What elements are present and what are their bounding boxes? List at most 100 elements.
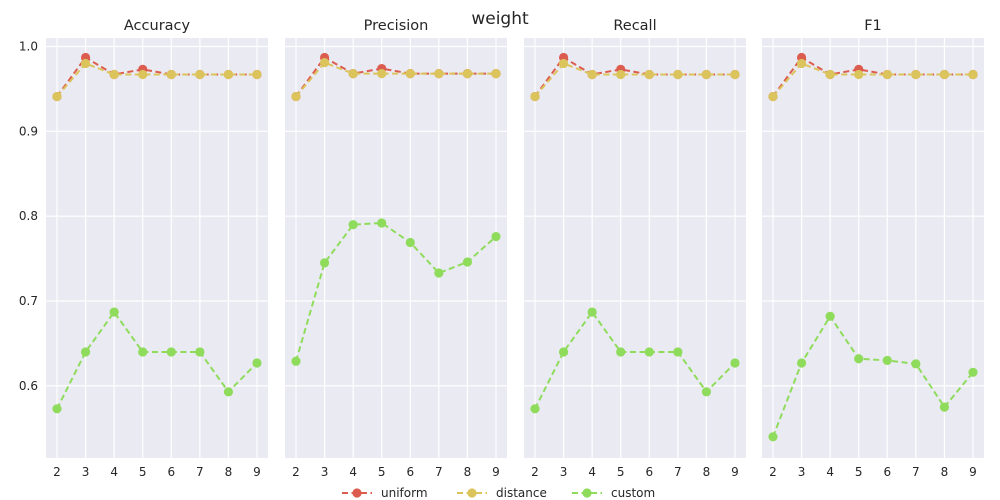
legend-label: custom [611, 486, 655, 500]
x-tick-label: 7 [435, 465, 443, 479]
x-tick-label: 4 [826, 465, 834, 479]
panel-title: Recall [613, 18, 656, 34]
x-tick-label: 3 [82, 465, 90, 479]
x-tick-label: 6 [645, 465, 653, 479]
data-point-custom [730, 358, 740, 368]
plot-background [762, 38, 984, 458]
x-tick-label: 2 [292, 465, 300, 479]
x-tick-label: 8 [464, 465, 472, 479]
data-point-distance [252, 69, 262, 80]
data-point-custom [434, 268, 444, 278]
data-point-distance [195, 69, 205, 80]
legend-item-custom: custom [572, 486, 655, 500]
data-point-distance [491, 69, 501, 79]
x-tick-label: 5 [855, 465, 863, 479]
series-line-custom [772, 314, 974, 438]
data-point-distance [166, 69, 176, 80]
x-tick-label: 8 [703, 465, 711, 479]
x-tick-label: 9 [969, 465, 977, 479]
data-point-distance [223, 69, 234, 80]
figure-suptitle: weight [471, 9, 529, 29]
x-tick-label: 4 [588, 465, 596, 479]
data-point-custom [109, 307, 119, 317]
data-point-distance [968, 69, 978, 80]
data-point-custom [138, 347, 148, 357]
data-point-custom [252, 358, 262, 368]
series-line-custom [56, 310, 258, 410]
data-point-custom [491, 231, 501, 242]
data-point-distance [825, 69, 835, 80]
data-point-distance [319, 58, 330, 68]
x-tick-label: 2 [531, 465, 539, 479]
data-point-distance [109, 69, 119, 80]
data-point-custom [616, 347, 626, 357]
x-tick-label: 7 [912, 465, 920, 479]
data-point-custom [166, 347, 176, 357]
y-tick-label: 0.6 [19, 379, 38, 393]
x-tick-label: 5 [378, 465, 386, 479]
x-tick-label: 5 [139, 465, 147, 479]
data-point-custom [854, 354, 864, 364]
legend-swatch-marker [467, 488, 477, 498]
data-point-distance [673, 69, 683, 80]
data-point-custom [825, 311, 835, 321]
plot-background [524, 38, 746, 458]
data-point-custom [796, 358, 807, 368]
series-line-distance [772, 62, 973, 98]
x-tick-label: 4 [349, 465, 357, 479]
plot-background [46, 38, 268, 458]
data-point-custom [530, 404, 540, 414]
data-point-custom [377, 218, 387, 228]
x-tick-label: 3 [560, 465, 568, 479]
data-point-distance [854, 69, 864, 80]
data-point-distance [730, 69, 740, 80]
data-point-distance [530, 91, 540, 102]
legend-item-uniform: uniform [342, 486, 428, 500]
data-point-custom [462, 257, 473, 267]
data-point-distance [644, 69, 654, 80]
legend-item-distance: distance [457, 486, 547, 500]
x-tick-label: 6 [167, 465, 175, 479]
data-point-custom [768, 432, 778, 442]
x-tick-label: 7 [674, 465, 682, 479]
panel-recall: Recall 2 3 4 5 6 7 8 9 [524, 18, 746, 479]
x-tick-label: 2 [53, 465, 61, 479]
panel-precision: Precision 2 3 4 5 6 7 8 9 [285, 18, 507, 479]
x-tick-label: 9 [731, 465, 739, 479]
data-point-distance [52, 91, 62, 102]
data-point-custom [558, 347, 569, 357]
y-tick-label: 0.8 [19, 209, 38, 223]
series-line-custom [534, 310, 736, 410]
x-tick-label: 5 [617, 465, 625, 479]
data-point-custom [939, 402, 950, 412]
x-tick-label: 3 [321, 465, 329, 479]
data-point-distance [348, 69, 358, 79]
legend-swatch-marker [582, 488, 592, 498]
data-point-custom [701, 387, 712, 397]
data-point-distance [138, 69, 148, 80]
y-tick-label: 0.7 [19, 294, 38, 308]
data-point-distance [616, 69, 626, 80]
data-point-custom [319, 258, 330, 268]
data-point-distance [796, 58, 807, 69]
x-tick-label: 4 [110, 465, 118, 479]
x-tick-label: 6 [406, 465, 414, 479]
x-tick-label: 9 [253, 465, 261, 479]
data-point-custom [195, 347, 205, 357]
data-point-custom [291, 356, 301, 366]
data-point-custom [52, 404, 62, 414]
y-tick-label: 0.9 [19, 124, 38, 138]
data-point-custom [644, 347, 654, 357]
series-line-distance [56, 62, 257, 98]
data-point-custom [968, 367, 978, 377]
chart-panels: Accuracy 2 3 4 5 6 7 8 9 0.6 0.7 0.8 0.9 1.0 Precision… [19, 18, 984, 479]
data-point-custom [911, 359, 921, 369]
data-point-distance [80, 58, 91, 69]
x-tick-label: 6 [883, 465, 891, 479]
panel-title: F1 [864, 18, 882, 34]
panel-title: Accuracy [124, 18, 191, 34]
panel-title: Precision [364, 18, 429, 34]
legend-label: uniform [381, 486, 428, 500]
data-point-distance [405, 69, 415, 79]
